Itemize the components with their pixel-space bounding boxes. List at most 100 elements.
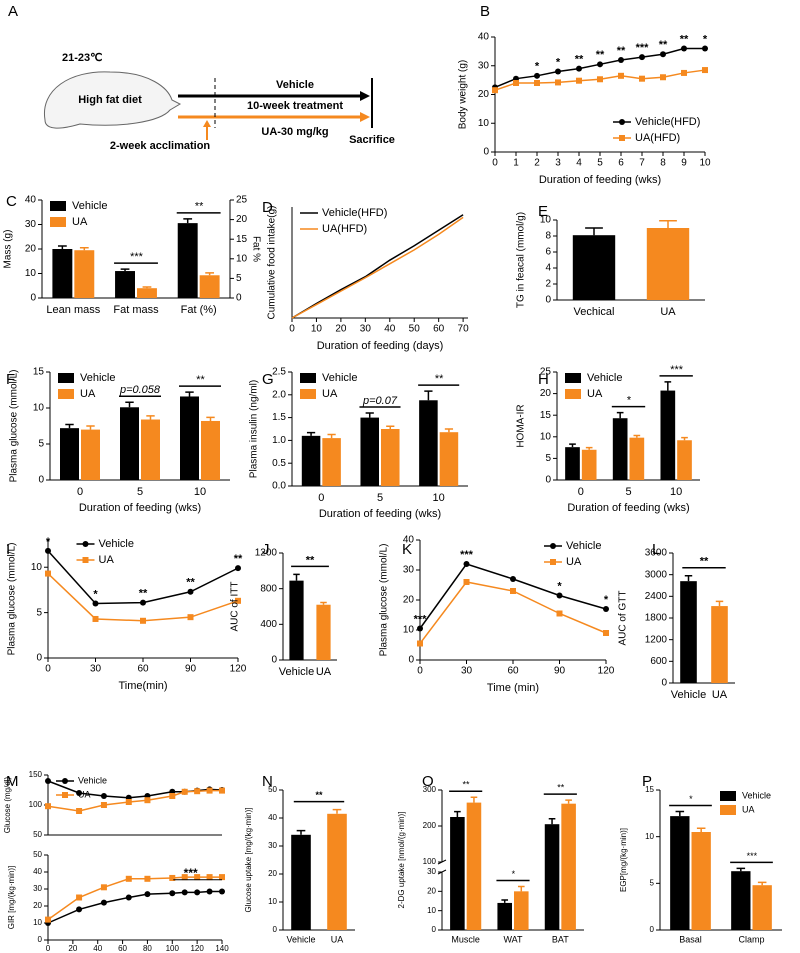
y-tick-label: 100	[29, 800, 43, 809]
endpoint-label: Sacrifice	[349, 134, 395, 146]
significance: *	[93, 588, 98, 600]
point	[125, 799, 132, 805]
y-tick-label: 0	[650, 925, 655, 934]
significance: **	[680, 33, 689, 45]
point	[100, 793, 107, 799]
x-tick-label: 90	[185, 664, 197, 675]
x-tick-label: 30	[461, 666, 473, 677]
y-axis-label: 2-DG uptake [nmol/(g·min)]	[397, 812, 406, 909]
x-tick-label: 4	[576, 158, 582, 169]
point	[556, 592, 563, 599]
significance: **	[596, 49, 605, 61]
legend-swatch	[565, 373, 581, 383]
y-tick-label: 15	[540, 410, 552, 421]
legend-label: UA	[72, 216, 88, 228]
legend-swatch	[619, 135, 625, 141]
x-tick-label: 3	[555, 158, 561, 169]
y-tick-label: 3600	[645, 548, 668, 559]
y-tick-label: 0.5	[272, 458, 286, 469]
series-line	[47, 780, 223, 799]
y-axis-label: AUC of ITT	[230, 581, 241, 631]
panel-label: P	[642, 773, 652, 790]
y-tick-label: 5	[38, 439, 44, 450]
point	[660, 51, 666, 58]
error-bar	[386, 425, 395, 429]
y2-tick-label: 15	[236, 234, 248, 245]
error-bar	[296, 829, 306, 835]
x-tick-label: 80	[143, 944, 152, 953]
x-tick-label: Vechical	[574, 306, 615, 318]
point	[206, 787, 213, 794]
x-tick-label: 10	[194, 486, 206, 498]
x-tick-label: 0	[578, 486, 584, 498]
y-tick-label: 50	[268, 785, 277, 794]
x-tick-label: 0	[417, 666, 423, 677]
significance: **	[306, 554, 315, 566]
point	[597, 61, 603, 68]
x-tick-label: 60	[118, 944, 127, 953]
point	[513, 80, 519, 86]
acclimation-label: 2-week acclimation	[110, 140, 211, 152]
bar	[177, 223, 198, 298]
point	[702, 67, 708, 74]
bar	[497, 902, 512, 930]
error-bar	[548, 818, 556, 825]
panel-label: O	[422, 773, 434, 790]
significance: ***	[746, 851, 757, 861]
y2-axis-label: Fat %	[250, 236, 261, 262]
point	[45, 803, 51, 810]
error-bar	[327, 433, 336, 439]
point	[169, 890, 176, 897]
error-bar	[585, 227, 603, 236]
point	[45, 778, 51, 784]
bar	[514, 891, 529, 930]
y-tick-label: 6	[545, 247, 551, 258]
y-tick-label: 30	[427, 867, 436, 876]
x-tick-label: 20	[335, 324, 347, 335]
significance: **	[234, 553, 243, 565]
x-tick-label: Muscle	[451, 934, 480, 944]
temperature: 21-23℃	[62, 52, 103, 64]
x-tick-label: 0	[77, 486, 83, 498]
bar	[450, 817, 465, 930]
bar	[180, 396, 199, 480]
y-tick-label: 0	[545, 475, 551, 486]
bar	[691, 832, 711, 930]
x-tick-label: Vehicle	[286, 934, 315, 944]
y-tick-label: 20	[403, 595, 415, 606]
significance: p=0.07	[362, 395, 398, 407]
bar	[52, 249, 73, 298]
y-axis-label: Plasma insulin (ng/ml)	[249, 380, 260, 478]
point	[702, 45, 708, 52]
bar	[439, 432, 459, 486]
point	[219, 787, 225, 794]
legend-swatch	[300, 373, 316, 383]
x-axis-label: Duration of feeding (wks)	[79, 502, 201, 514]
error-bar	[517, 885, 525, 892]
x-tick-label: 90	[554, 666, 566, 677]
y-tick-label: 30	[268, 841, 277, 850]
significance: ***	[670, 364, 684, 376]
error-bar	[424, 390, 433, 401]
y2-tick-label: 10	[236, 253, 248, 264]
error-bar	[696, 827, 706, 832]
point	[660, 74, 666, 81]
legend-swatch	[62, 778, 68, 784]
x-tick-label: 30	[360, 324, 372, 335]
error-bar	[57, 245, 67, 249]
point	[206, 888, 213, 895]
point	[181, 788, 188, 795]
legend-swatch	[58, 389, 74, 399]
error-bar	[454, 810, 461, 817]
y-axis-label: AUC of GTT	[618, 590, 629, 645]
legend-swatch	[50, 201, 66, 211]
series-line	[47, 876, 222, 921]
bar	[81, 429, 100, 480]
error-bar	[185, 391, 194, 397]
point	[187, 588, 194, 595]
y-tick-label: 40	[478, 32, 490, 43]
y-tick-label: 15	[33, 367, 45, 378]
point	[510, 588, 516, 594]
y-tick-label: 30	[478, 60, 490, 71]
significance: **	[617, 45, 626, 57]
